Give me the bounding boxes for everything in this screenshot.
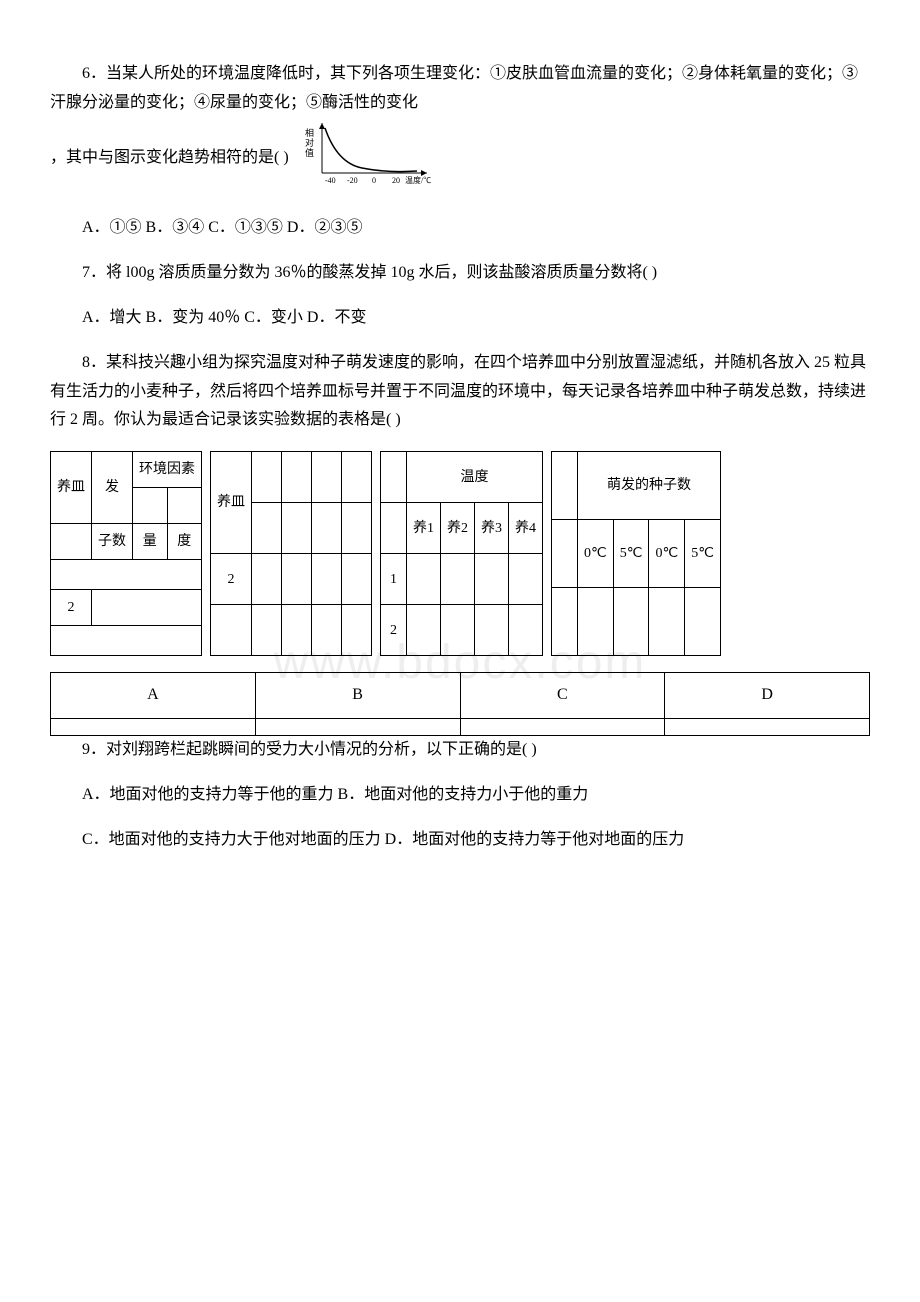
td-col3: 0℃ (649, 520, 685, 588)
tc-r1c2 (441, 554, 475, 605)
tc-r1c4 (509, 554, 543, 605)
q9-options-ab: A．地面对他的支持力等于他的重力 B．地面对他的支持力小于他的重力 (50, 781, 870, 810)
label-b-empty (255, 718, 460, 735)
tc-r1c1 (407, 554, 441, 605)
label-a: A (51, 673, 256, 719)
tb-c1 (252, 452, 282, 503)
td-r1c1 (578, 588, 614, 656)
table-b: 养皿 2 (210, 451, 372, 656)
tc-blank (381, 452, 407, 503)
label-d: D (665, 673, 870, 719)
q6-text-part2: ，其中与图示变化趋势相符的是( ) (50, 149, 289, 166)
tc-col2: 养2 (441, 503, 475, 554)
tb-r1 (252, 554, 282, 605)
ta-rowhead: 养皿 (51, 452, 92, 524)
ta-sub2: 量 (133, 524, 168, 560)
tc-r2c3 (475, 605, 509, 656)
ta-row2 (92, 590, 202, 626)
q6-chart: 相 对 值 -40 -20 0 20 温度/℃ (297, 118, 437, 199)
tc-r2c1 (407, 605, 441, 656)
td-col1: 0℃ (578, 520, 614, 588)
tc-col3: 养3 (475, 503, 509, 554)
label-table: A B C D (50, 672, 870, 736)
tc-header: 温度 (407, 452, 543, 503)
xlabel: 温度/℃ (405, 175, 431, 185)
td-blank2 (552, 520, 578, 588)
q7-options: A．增大 B．变为 40％ C．变小 D．不变 (50, 304, 870, 333)
tb-rowhead: 养皿 (211, 452, 252, 554)
question-6: 6．当某人所处的环境温度降低时，其下列各项生理变化：①皮肤血管血流量的变化；②身… (50, 60, 870, 198)
td-r1c2 (613, 588, 649, 656)
label-b: B (255, 673, 460, 719)
table-d: 萌发的种子数 0℃ 5℃ 0℃ 5℃ (551, 451, 721, 656)
ta-empty1 (133, 488, 168, 524)
tc-col1: 养1 (407, 503, 441, 554)
ylabel-1: 相 (305, 127, 314, 138)
q7-text: 7．将 l00g 溶质质量分数为 36％的酸蒸发掉 10g 水后，则该盐酸溶质质… (82, 264, 657, 281)
tb-r2c (282, 605, 312, 656)
tc-blank2 (381, 503, 407, 554)
q6-text-part1: 6．当某人所处的环境温度降低时，其下列各项生理变化：①皮肤血管血流量的变化；②身… (50, 65, 858, 111)
label-c: C (460, 673, 665, 719)
tb-r3 (312, 554, 342, 605)
question-8: 8．某科技兴趣小组为探究温度对种子萌发速度的影响，在四个培养皿中分别放置湿滤纸，… (50, 349, 870, 435)
q6-options: A．①⑤ B．③④ C．①③⑤ D．②③⑤ (50, 214, 870, 243)
tables-container: 养皿 发 环境因素 子数 量 度 2 养皿 (50, 451, 870, 656)
tb-r2b (252, 605, 282, 656)
tc-col4: 养4 (509, 503, 543, 554)
ta-empty2 (167, 488, 202, 524)
td-col2: 5℃ (613, 520, 649, 588)
tb-r2d (312, 605, 342, 656)
tb-c2 (282, 452, 312, 503)
tb-row-num: 2 (211, 554, 252, 605)
tb-r2a (211, 605, 252, 656)
td-r1c4 (685, 588, 721, 656)
decay-curve-chart: 相 对 值 -40 -20 0 20 温度/℃ (297, 118, 437, 188)
tc-row1: 1 (381, 554, 407, 605)
ta-envhead: 环境因素 (133, 452, 202, 488)
question-9: 9．对刘翔跨栏起跳瞬间的受力大小情况的分析，以下正确的是( ) (50, 736, 870, 765)
tc-r2c4 (509, 605, 543, 656)
ta-col1: 发 (92, 452, 133, 524)
ta-sub1: 子数 (92, 524, 133, 560)
tb-c4b (342, 503, 372, 554)
ylabel-3: 值 (305, 147, 314, 158)
tb-c4 (342, 452, 372, 503)
tb-r4 (342, 554, 372, 605)
tc-row2: 2 (381, 605, 407, 656)
td-blank (552, 452, 578, 520)
tc-r2c2 (441, 605, 475, 656)
tb-c3 (312, 452, 342, 503)
tc-r1c3 (475, 554, 509, 605)
tb-c3b (312, 503, 342, 554)
td-r1c3 (649, 588, 685, 656)
question-7: 7．将 l00g 溶质质量分数为 36％的酸蒸发掉 10g 水后，则该盐酸溶质质… (50, 259, 870, 288)
tb-r2e (342, 605, 372, 656)
xtick-1: -40 (325, 176, 336, 185)
label-c-empty (460, 718, 665, 735)
ta-sub3: 度 (167, 524, 202, 560)
xtick-2: -20 (347, 176, 358, 185)
ta-row2-num: 2 (51, 590, 92, 626)
ta-empty3 (51, 524, 92, 560)
td-col4: 5℃ (685, 520, 721, 588)
ta-row3 (51, 626, 202, 656)
label-a-empty (51, 718, 256, 735)
label-d-empty (665, 718, 870, 735)
table-a: 养皿 发 环境因素 子数 量 度 2 (50, 451, 202, 656)
tb-c1b (252, 503, 282, 554)
ylabel-2: 对 (305, 137, 314, 148)
td-header: 萌发的种子数 (578, 452, 721, 520)
tb-c2b (282, 503, 312, 554)
tb-r2 (282, 554, 312, 605)
ta-row1 (51, 560, 202, 590)
q9-options-cd: C．地面对他的支持力大于他对地面的压力 D．地面对他的支持力等于他对地面的压力 (50, 826, 870, 855)
table-c: 温度 养1 养2 养3 养4 1 2 (380, 451, 543, 656)
xtick-3: 0 (372, 176, 376, 185)
td-r1 (552, 588, 578, 656)
xtick-4: 20 (392, 176, 400, 185)
